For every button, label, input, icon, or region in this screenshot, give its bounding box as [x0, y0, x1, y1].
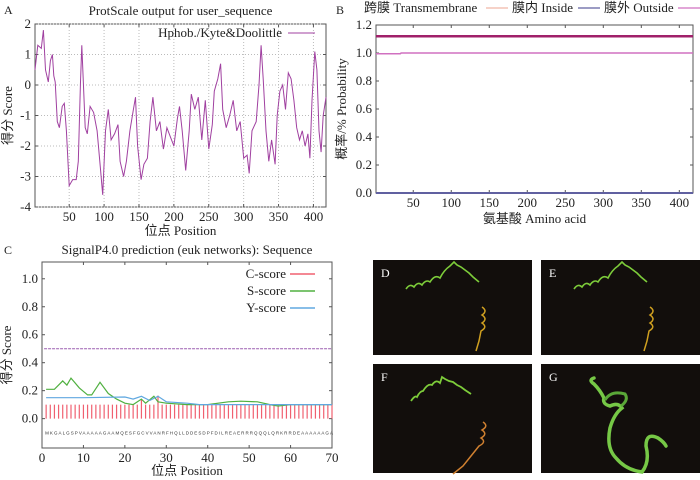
- panel-label-b: B: [336, 3, 344, 17]
- hydrophobicity-line: [34, 30, 327, 195]
- x-tick-label: 350: [632, 195, 652, 210]
- x-tick-label: 70: [326, 450, 339, 465]
- panel-label-g: G: [549, 370, 558, 384]
- legend-label: C-score: [246, 266, 287, 281]
- panel-label-c: C: [4, 243, 12, 257]
- y-axis-label: 得分 Score: [0, 86, 15, 145]
- x-tick-label: 200: [164, 209, 184, 224]
- y-tick-label: 1: [25, 47, 32, 62]
- panel-label-e: E: [549, 266, 556, 280]
- panel-label-d: D: [381, 266, 390, 280]
- y-tick-label: -2: [20, 138, 31, 153]
- y-tick-label: 1.2: [356, 17, 372, 32]
- x-tick-label: 50: [407, 195, 420, 210]
- protein-structure-e: E: [541, 260, 700, 355]
- x-tick-label: 10: [77, 450, 90, 465]
- panel-label-a: A: [4, 3, 13, 17]
- protein-structure-f: F: [373, 364, 532, 475]
- x-tick-label: 300: [234, 209, 254, 224]
- s-score-line: [46, 377, 332, 407]
- y-tick-label: 0.4: [356, 129, 373, 144]
- chart-title: ProtScale output for user_sequence: [89, 3, 273, 18]
- x-tick-label: 30: [160, 450, 173, 465]
- y-score-line: [46, 395, 332, 406]
- y-tick-label: 0.8: [22, 299, 38, 314]
- x-tick-label: 150: [129, 209, 149, 224]
- y-tick-label: 0.0: [356, 185, 372, 200]
- y-tick-label: 0.2: [22, 383, 38, 398]
- y-tick-label: 0.2: [356, 157, 372, 172]
- y-axis-label: 概率/% Probability: [334, 58, 349, 160]
- sequence-text: MKGALGSPVAAAAAGAAMQESFGCVVANRFHQLLDDESDP…: [45, 431, 333, 436]
- y-tick-label: 0.4: [22, 355, 39, 370]
- chart-a-hydrophobicity: 50 100 150 200 250 300 350 400 -4 -3 -2 -1 0 1 2 位点 Pos…: [0, 3, 327, 238]
- chart-title: SignalP4.0 prediction (euk networks): Se…: [62, 242, 313, 257]
- y-tick-label: 2: [25, 16, 32, 31]
- y-tick-label: -3: [20, 169, 31, 184]
- x-tick-label: 40: [201, 450, 214, 465]
- x-tick-label: 400: [304, 209, 324, 224]
- x-tick-label: 200: [518, 195, 538, 210]
- panel-label-f: F: [381, 370, 388, 384]
- x-axis-label: 位点 Position: [151, 463, 223, 478]
- protein-structure-d: D: [373, 260, 532, 355]
- y-tick-label: 1.0: [22, 271, 38, 286]
- chart-c-signalp: 0 10 20 30 40 50 60 70 0.0 0.2 0.4 0.6 0.8 1.0 位点 Posi…: [0, 242, 339, 478]
- y-tick-label: -4: [20, 199, 31, 214]
- x-tick-label: 250: [199, 209, 219, 224]
- y-tick-label: 0: [25, 77, 32, 92]
- x-tick-label: 400: [670, 195, 690, 210]
- x-tick-label: 100: [94, 209, 114, 224]
- x-tick-label: 350: [269, 209, 289, 224]
- x-tick-label: 300: [594, 195, 614, 210]
- plot-frame: [375, 24, 694, 194]
- legend-label: 跨膜 Transmembrane: [364, 0, 477, 15]
- x-tick-label: 60: [284, 450, 297, 465]
- legend-label: Hphob./Kyte&Doolittle: [158, 25, 282, 40]
- legend-label: S-score: [247, 283, 286, 298]
- legend-label: 膜内 Inside: [512, 0, 573, 15]
- y-tick-label: -1: [20, 108, 31, 123]
- chart-b-transmembrane: 50 100 150 200 250 300 350 400 0.0 0.2 0.4 0.6 0.8 1.…: [334, 0, 700, 226]
- y-axis-label: 得分 Score: [0, 325, 14, 384]
- x-tick-label: 50: [63, 209, 76, 224]
- protein-structure-g: G: [541, 364, 700, 474]
- x-tick-label: 150: [480, 195, 500, 210]
- x-axis-label: 位点 Position: [145, 223, 217, 238]
- probability-line: [376, 52, 693, 55]
- x-tick-label: 0: [39, 450, 46, 465]
- x-tick-label: 20: [118, 450, 131, 465]
- legend-label: Y-score: [246, 300, 286, 315]
- x-tick-label: 50: [243, 450, 256, 465]
- y-tick-label: 0.0: [22, 411, 38, 426]
- legend-label: 膜外 Outside: [604, 0, 674, 15]
- y-tick-label: 0.8: [356, 73, 372, 88]
- x-tick-label: 250: [556, 195, 576, 210]
- y-tick-label: 1.0: [356, 45, 372, 60]
- x-axis-label: 氨基酸 Amino acid: [483, 211, 587, 226]
- x-tick-label: 100: [442, 195, 462, 210]
- y-tick-label: 0.6: [356, 101, 373, 116]
- plot-frame: [41, 261, 333, 449]
- y-tick-label: 0.6: [22, 327, 39, 342]
